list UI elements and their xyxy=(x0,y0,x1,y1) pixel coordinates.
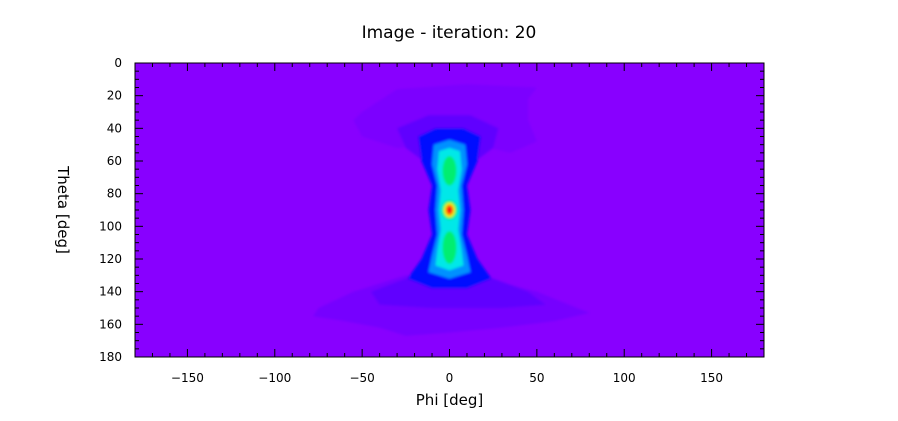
x-tick-label: 150 xyxy=(700,371,723,385)
chart-title: Image - iteration: 20 xyxy=(362,23,537,43)
y-tick-label: 160 xyxy=(99,317,122,331)
y-tick-label: 20 xyxy=(107,89,122,103)
x-tick-label: −150 xyxy=(171,371,204,385)
heatmap-contours xyxy=(313,84,590,336)
y-tick-label: 60 xyxy=(107,154,122,168)
y-tick-label: 0 xyxy=(114,56,122,70)
y-tick-label: 180 xyxy=(99,350,122,364)
x-tick-label: 50 xyxy=(529,371,544,385)
x-axis-label: Phi [deg] xyxy=(416,391,483,409)
y-tick-label: 100 xyxy=(99,219,122,233)
x-tick-label: 100 xyxy=(613,371,636,385)
contour-green-upper xyxy=(442,156,457,186)
x-tick-label: −100 xyxy=(258,371,291,385)
contour-red xyxy=(446,205,453,215)
plot-area xyxy=(135,63,764,357)
y-tick-label: 120 xyxy=(99,252,122,266)
y-tick-label: 40 xyxy=(107,121,122,135)
x-axis: −150 −100 −50 0 50 100 150 xyxy=(134,63,765,385)
x-tick-label: 0 xyxy=(446,371,454,385)
contour-green-lower xyxy=(442,231,457,264)
y-axis-label: Theta [deg] xyxy=(54,165,72,254)
y-axis: 0 20 40 60 80 100 120 140 160 180 xyxy=(99,56,764,364)
contour-violet-lower xyxy=(370,275,546,308)
x-tick-label: −50 xyxy=(349,371,374,385)
y-tick-label: 80 xyxy=(107,187,122,201)
y-tick-label: 140 xyxy=(99,285,122,299)
